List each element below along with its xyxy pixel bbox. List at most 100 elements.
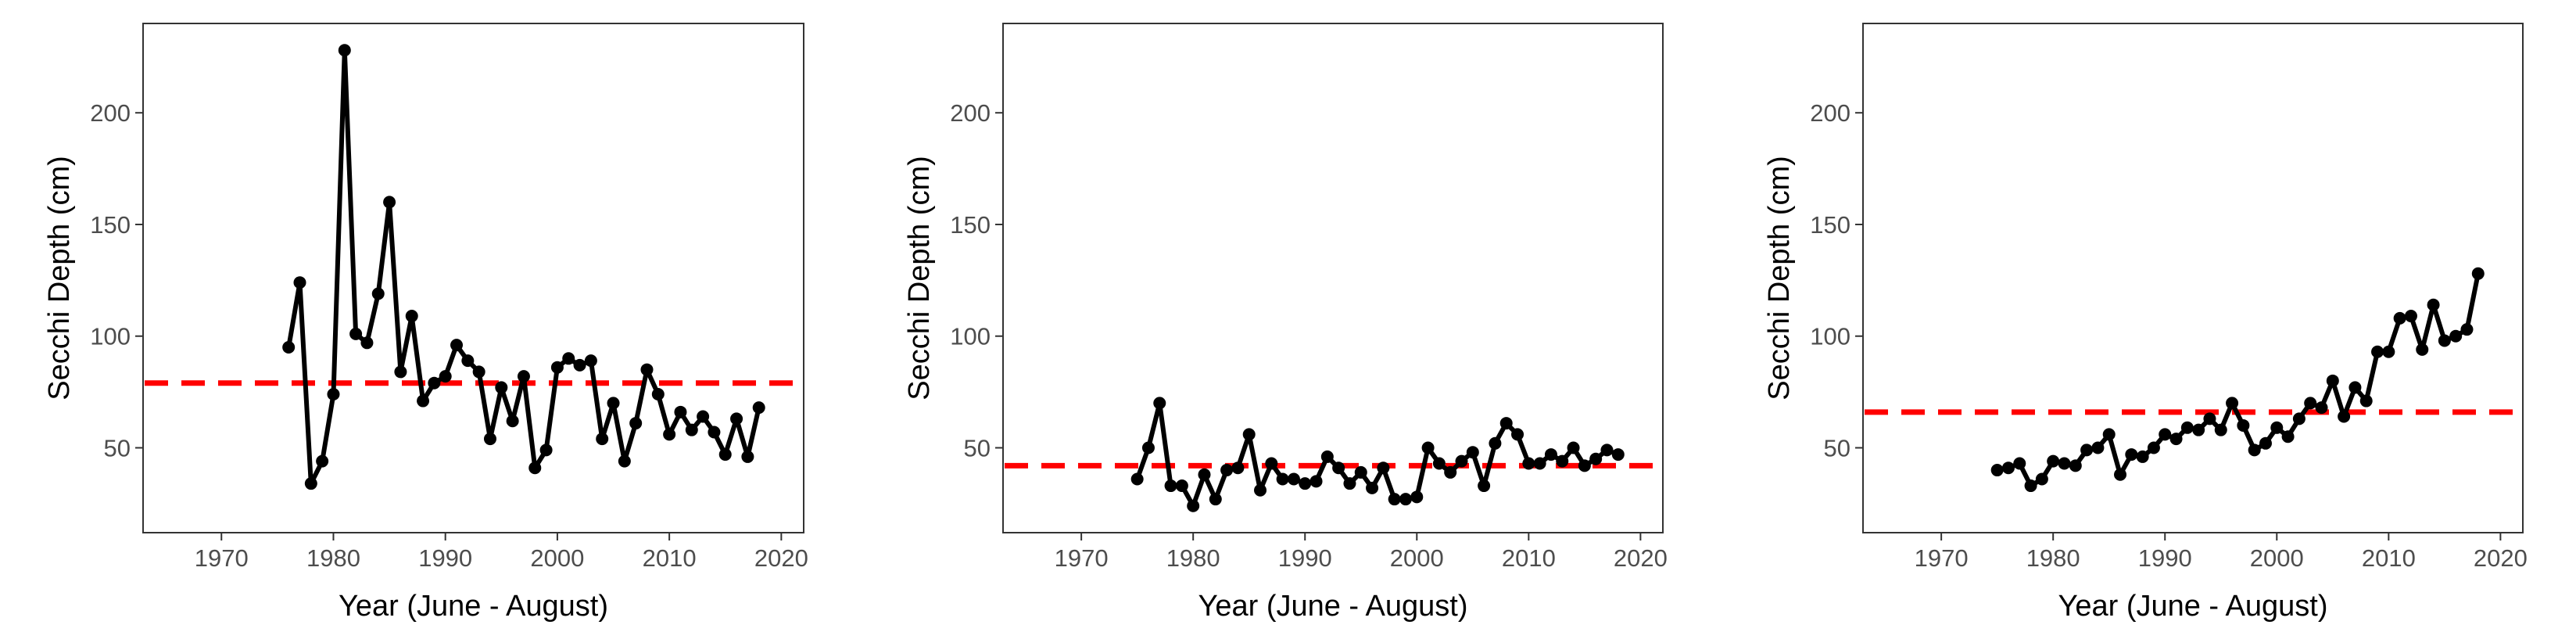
data-point — [483, 433, 496, 446]
data-point — [1175, 479, 1188, 493]
data-point — [1209, 493, 1222, 506]
data-point — [685, 423, 698, 436]
data-point — [2058, 457, 2071, 470]
data-point — [2180, 421, 2194, 434]
x-tick-label: 1970 — [1915, 544, 1969, 572]
data-point — [2237, 418, 2250, 432]
x-axis-title: Year (June - August) — [339, 590, 608, 623]
x-tick-label: 2020 — [2474, 544, 2528, 572]
data-point — [2416, 343, 2429, 356]
x-tick-label: 1970 — [195, 544, 249, 572]
data-point — [1354, 465, 1367, 479]
data-point — [718, 448, 732, 461]
data-point — [2315, 401, 2328, 415]
data-point — [1990, 464, 2004, 477]
data-point — [1141, 441, 1155, 454]
data-point — [2147, 441, 2160, 454]
data-point — [1309, 475, 1323, 488]
data-point — [506, 415, 519, 428]
data-point — [752, 401, 765, 415]
data-point — [1231, 461, 1245, 475]
data-point — [517, 370, 530, 383]
data-point — [1466, 446, 1479, 459]
data-point — [562, 352, 575, 365]
data-point — [663, 428, 676, 441]
data-point — [674, 405, 687, 418]
panel-3: 50 100 150 200 1970 1980 1990 2000 2010 2020 Year … — [1763, 23, 2528, 623]
y-tick-label: 50 — [964, 435, 991, 462]
data-point — [2427, 298, 2440, 311]
x-tick-label: 1980 — [1166, 544, 1220, 572]
data-point — [1533, 457, 1546, 470]
data-point — [2460, 323, 2474, 336]
data-point — [2449, 329, 2463, 343]
data-point — [2438, 334, 2451, 347]
data-point — [1444, 465, 1457, 479]
data-point — [2102, 428, 2116, 441]
data-point — [2136, 450, 2149, 463]
data-point — [1589, 452, 1603, 465]
data-point — [2159, 428, 2172, 441]
data-point — [1611, 448, 1625, 461]
plot-frame — [1002, 23, 1664, 533]
x-tick-label: 2000 — [530, 544, 584, 572]
panel-2: 50 100 150 200 1970 1980 1990 2000 2010 2020 Year … — [903, 23, 1668, 623]
y-tick-label: 100 — [950, 323, 991, 350]
data-point — [461, 354, 475, 368]
data-point — [2359, 394, 2373, 408]
x-tick-label: 2000 — [2250, 544, 2304, 572]
data-point — [1332, 461, 1345, 475]
data-point — [1153, 397, 1166, 410]
data-point — [550, 361, 564, 374]
data-point — [327, 387, 340, 400]
data-point — [573, 358, 586, 372]
y-tick-label: 200 — [950, 99, 991, 127]
panel-1: 50 100 150 200 1970 1980 1990 2000 2010 2020 Year … — [43, 23, 808, 623]
data-point — [1399, 493, 1412, 506]
data-point — [2304, 397, 2317, 410]
data-point — [428, 376, 441, 390]
data-point — [584, 354, 597, 368]
data-point — [1489, 436, 1502, 450]
data-point — [2114, 468, 2127, 481]
data-point — [697, 410, 710, 423]
data-point — [1600, 443, 1614, 457]
data-point — [708, 426, 721, 439]
data-point — [1343, 477, 1356, 490]
data-point — [316, 454, 329, 468]
data-point — [1299, 477, 1312, 490]
data-point — [1198, 468, 1211, 481]
data-point — [360, 336, 374, 350]
data-point — [2203, 412, 2216, 426]
data-point — [1242, 428, 1256, 441]
data-point — [2371, 345, 2384, 358]
data-point — [2270, 421, 2284, 434]
data-point — [2248, 443, 2261, 457]
x-tick-label: 2020 — [754, 544, 808, 572]
data-point — [1511, 428, 1524, 441]
data-point — [651, 387, 665, 400]
y-tick-label: 100 — [90, 323, 131, 350]
data-point — [1421, 441, 1435, 454]
data-point — [640, 363, 654, 376]
data-point — [596, 433, 609, 446]
x-tick-label: 2010 — [1502, 544, 1556, 572]
data-point — [1320, 450, 1334, 463]
y-tick-label: 50 — [104, 435, 131, 462]
y-tick-label: 150 — [90, 211, 131, 239]
data-point — [1265, 457, 1278, 470]
data-point — [293, 276, 306, 289]
data-point — [405, 310, 418, 323]
data-point — [741, 450, 754, 463]
x-tick-label: 2020 — [1614, 544, 1668, 572]
data-point — [2281, 430, 2295, 443]
data-point — [1578, 459, 1591, 472]
data-point — [1220, 464, 1234, 477]
data-point — [1377, 461, 1390, 475]
y-axis-title: Secchi Depth (cm) — [43, 156, 76, 400]
data-point — [539, 443, 553, 457]
data-point — [618, 454, 631, 468]
data-point — [1164, 479, 1177, 493]
x-axis-title: Year (June - August) — [2058, 590, 2327, 623]
data-point — [2259, 436, 2272, 450]
